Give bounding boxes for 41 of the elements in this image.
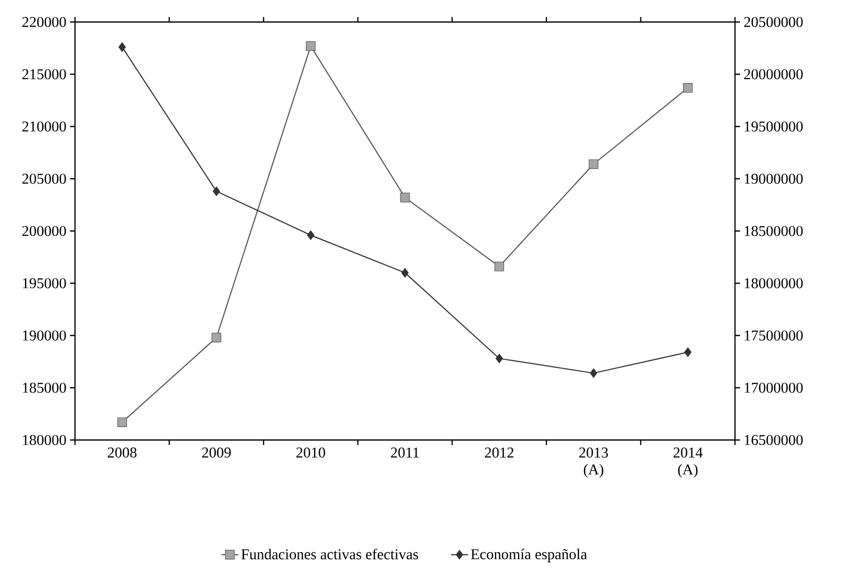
y2-tick-label: 18500000 <box>744 226 803 236</box>
point <box>307 230 314 240</box>
x-tick-label: 2012 <box>485 448 514 458</box>
x-tick-label: 2010 <box>296 448 326 458</box>
y2-tick-label: 19000000 <box>744 174 803 184</box>
y-tick-label: 200000 <box>22 226 66 236</box>
point <box>118 42 126 52</box>
point <box>683 83 693 93</box>
legend-label: Fundaciones activas efectivas <box>241 548 418 560</box>
y-tick-label: 185000 <box>22 382 66 393</box>
point <box>588 159 598 169</box>
x-tick-label: 2008 <box>108 448 137 458</box>
y2-tick-label: 16500000 <box>744 434 803 446</box>
point <box>590 368 598 378</box>
x-tick-label: 2014 (A) <box>674 448 703 478</box>
x-tick-label: 2011 <box>390 448 419 458</box>
legend-label: Economía española <box>470 548 587 562</box>
y-tick-label: 195000 <box>22 278 66 288</box>
y2-tick-label: 20000000 <box>744 69 803 80</box>
point <box>400 192 410 202</box>
point <box>306 41 316 51</box>
y-tick-label: 205000 <box>22 174 66 184</box>
point <box>496 354 503 364</box>
x-tick-label: 2009 <box>202 448 231 458</box>
y2-tick-label: 17000000 <box>744 382 803 393</box>
point <box>212 332 222 342</box>
y-tick-label: 210000 <box>22 121 66 132</box>
y2-tick-label: 17500000 <box>744 330 803 341</box>
point <box>212 186 220 196</box>
point <box>401 268 409 278</box>
point <box>117 417 127 428</box>
point <box>494 262 504 272</box>
y2-tick-label: 18000000 <box>744 278 803 288</box>
x-tick-label: 2013 (A) <box>579 448 608 478</box>
y-tick-label: 215000 <box>22 69 66 80</box>
y2-tick-label: 19500000 <box>744 121 803 132</box>
y2-tick-label: 20500000 <box>744 16 803 28</box>
point <box>684 347 692 358</box>
y-tick-label: 190000 <box>22 330 66 341</box>
y-tick-label: 220000 <box>22 16 66 28</box>
y-tick-label: 180000 <box>22 434 66 446</box>
